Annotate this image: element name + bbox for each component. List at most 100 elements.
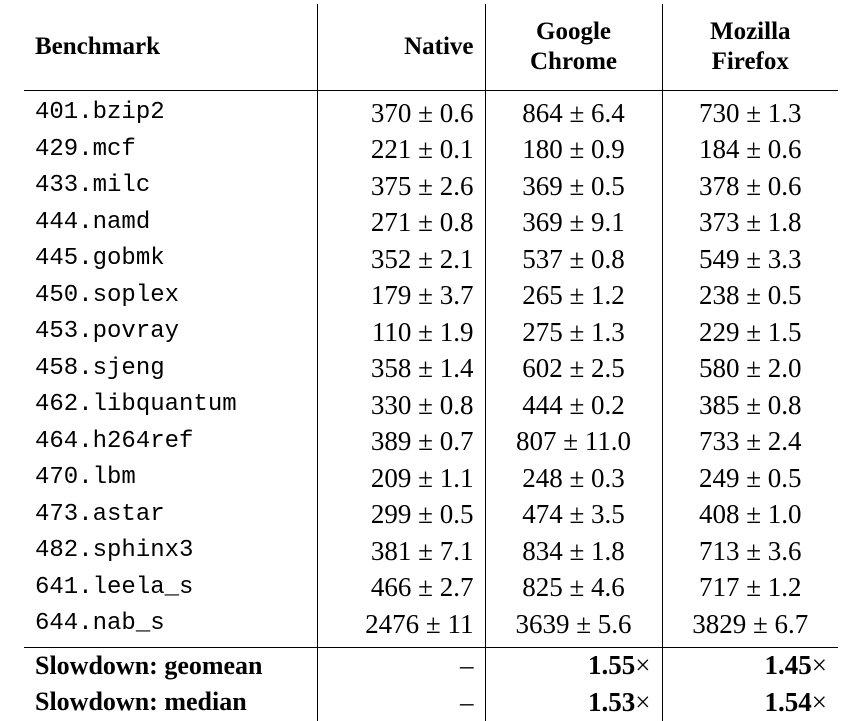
chrome-cell: 537 ± 0.8 [485, 241, 663, 278]
benchmark-name: 462.libquantum [24, 387, 318, 424]
benchmark-name: 444.namd [24, 204, 318, 241]
chrome-cell: 369 ± 9.1 [485, 204, 663, 241]
benchmark-name: 429.mcf [24, 131, 318, 168]
table-row: 401.bzip2 370 ± 0.6 864 ± 6.4 730 ± 1.3 [24, 90, 838, 132]
benchmark-name: 470.lbm [24, 460, 318, 497]
table-row: 453.povray 110 ± 1.9 275 ± 1.3 229 ± 1.5 [24, 314, 838, 351]
summary-native: – [317, 646, 486, 684]
summary-firefox-value: 1.54 [764, 686, 812, 717]
native-cell: 352 ± 2.1 [317, 241, 486, 278]
benchmark-name: 458.sjeng [24, 350, 318, 387]
times-symbol: × [811, 650, 827, 681]
firefox-cell: 733 ± 2.4 [698, 426, 802, 457]
native-cell: 358 ± 1.4 [317, 350, 486, 387]
benchmark-name: 450.soplex [24, 277, 318, 314]
table-row: 470.lbm 209 ± 1.1 248 ± 0.3 249 ± 0.5 [24, 460, 838, 497]
summary-firefox: 1.54× [662, 684, 838, 721]
header-native: Native [317, 4, 486, 91]
chrome-cell: 825 ± 4.6 [485, 569, 663, 606]
chrome-cell: 275 ± 1.3 [485, 314, 663, 351]
chrome-cell: 248 ± 0.3 [485, 460, 663, 497]
summary-label: Slowdown: geomean [24, 646, 318, 684]
native-cell: 389 ± 0.7 [317, 423, 486, 460]
firefox-cell: 713 ± 3.6 [698, 535, 802, 566]
firefox-cell: 730 ± 1.3 [698, 97, 802, 128]
table-row: 450.soplex 179 ± 3.7 265 ± 1.2 238 ± 0.5 [24, 277, 838, 314]
benchmark-name: 464.h264ref [24, 423, 318, 460]
summary-row-median: Slowdown: median – 1.53× 1.54× [24, 684, 838, 721]
native-cell: 370 ± 0.6 [317, 90, 486, 132]
chrome-cell: 807 ± 11.0 [485, 423, 663, 460]
times-symbol: × [635, 686, 651, 717]
firefox-cell: 408 ± 1.0 [698, 499, 802, 530]
summary-native: – [317, 684, 486, 721]
firefox-cell: 249 ± 0.5 [698, 462, 802, 493]
firefox-cell: 3829 ± 6.7 [692, 608, 809, 639]
native-cell: 2476 ± 11 [317, 606, 486, 647]
summary-row-geomean: Slowdown: geomean – 1.55× 1.45× [24, 646, 838, 684]
table-row: 644.nab_s 2476 ± 11 3639 ± 5.6 3829 ± 6.… [24, 606, 838, 647]
chrome-cell: 834 ± 1.8 [485, 533, 663, 570]
summary-firefox: 1.45× [662, 646, 838, 684]
firefox-cell: 580 ± 2.0 [698, 353, 802, 384]
native-cell: 209 ± 1.1 [317, 460, 486, 497]
table-row: 464.h264ref 389 ± 0.7 807 ± 11.0 733 ± 2… [24, 423, 838, 460]
benchmark-table: Benchmark Native Google Chrome Mozilla Fir… [24, 4, 838, 721]
firefox-cell: 238 ± 0.5 [698, 280, 802, 311]
header-chrome: Google Chrome [485, 4, 663, 91]
chrome-cell: 602 ± 2.5 [485, 350, 663, 387]
summary-firefox-value: 1.45 [764, 650, 812, 681]
native-cell: 381 ± 7.1 [317, 533, 486, 570]
header-firefox: Mozilla Firefox [662, 4, 838, 91]
firefox-cell: 549 ± 3.3 [698, 243, 802, 274]
benchmark-name: 453.povray [24, 314, 318, 351]
table-row: 641.leela_s 466 ± 2.7 825 ± 4.6 717 ± 1.… [24, 569, 838, 606]
summary-chrome: 1.53× [485, 684, 663, 721]
native-cell: 110 ± 1.9 [317, 314, 486, 351]
native-cell: 271 ± 0.8 [317, 204, 486, 241]
native-cell: 466 ± 2.7 [317, 569, 486, 606]
header-firefox-line2: Firefox [711, 48, 789, 75]
table-row: 482.sphinx3 381 ± 7.1 834 ± 1.8 713 ± 3.… [24, 533, 838, 570]
table-row: 445.gobmk 352 ± 2.1 537 ± 0.8 549 ± 3.3 [24, 241, 838, 278]
benchmark-name: 445.gobmk [24, 241, 318, 278]
native-cell: 330 ± 0.8 [317, 387, 486, 424]
firefox-cell: 184 ± 0.6 [698, 134, 802, 165]
benchmark-name: 641.leela_s [24, 569, 318, 606]
times-symbol: × [635, 650, 651, 681]
chrome-cell: 864 ± 6.4 [485, 90, 663, 132]
header-chrome-line1: Google [536, 18, 611, 45]
native-cell: 299 ± 0.5 [317, 496, 486, 533]
firefox-cell: 717 ± 1.2 [698, 572, 802, 603]
benchmark-name: 473.astar [24, 496, 318, 533]
chrome-cell: 369 ± 0.5 [485, 168, 663, 205]
table-row: 462.libquantum 330 ± 0.8 444 ± 0.2 385 ±… [24, 387, 838, 424]
times-symbol: × [811, 686, 827, 717]
header-firefox-line1: Mozilla [709, 18, 791, 45]
table-row: 433.milc 375 ± 2.6 369 ± 0.5 378 ± 0.6 [24, 168, 838, 205]
native-cell: 375 ± 2.6 [317, 168, 486, 205]
table-row: 429.mcf 221 ± 0.1 180 ± 0.9 184 ± 0.6 [24, 131, 838, 168]
summary-chrome-value: 1.55 [588, 650, 636, 681]
summary-chrome: 1.55× [485, 646, 663, 684]
benchmark-name: 482.sphinx3 [24, 533, 318, 570]
native-cell: 179 ± 3.7 [317, 277, 486, 314]
native-cell: 221 ± 0.1 [317, 131, 486, 168]
benchmark-name: 433.milc [24, 168, 318, 205]
firefox-cell: 378 ± 0.6 [698, 170, 802, 201]
benchmark-name: 401.bzip2 [24, 90, 318, 132]
header-benchmark: Benchmark [24, 4, 318, 91]
chrome-cell: 265 ± 1.2 [485, 277, 663, 314]
table-row: 473.astar 299 ± 0.5 474 ± 3.5 408 ± 1.0 [24, 496, 838, 533]
benchmark-name: 644.nab_s [24, 606, 318, 647]
firefox-cell: 385 ± 0.8 [698, 389, 802, 420]
chrome-cell: 3639 ± 5.6 [485, 606, 663, 647]
firefox-cell: 229 ± 1.5 [698, 316, 802, 347]
header-chrome-line2: Chrome [529, 48, 618, 75]
chrome-cell: 444 ± 0.2 [485, 387, 663, 424]
firefox-cell: 373 ± 1.8 [698, 207, 802, 238]
chrome-cell: 474 ± 3.5 [485, 496, 663, 533]
table-row: 458.sjeng 358 ± 1.4 602 ± 2.5 580 ± 2.0 [24, 350, 838, 387]
header-row: Benchmark Native Google Chrome Mozilla Fir… [24, 4, 838, 91]
chrome-cell: 180 ± 0.9 [485, 131, 663, 168]
